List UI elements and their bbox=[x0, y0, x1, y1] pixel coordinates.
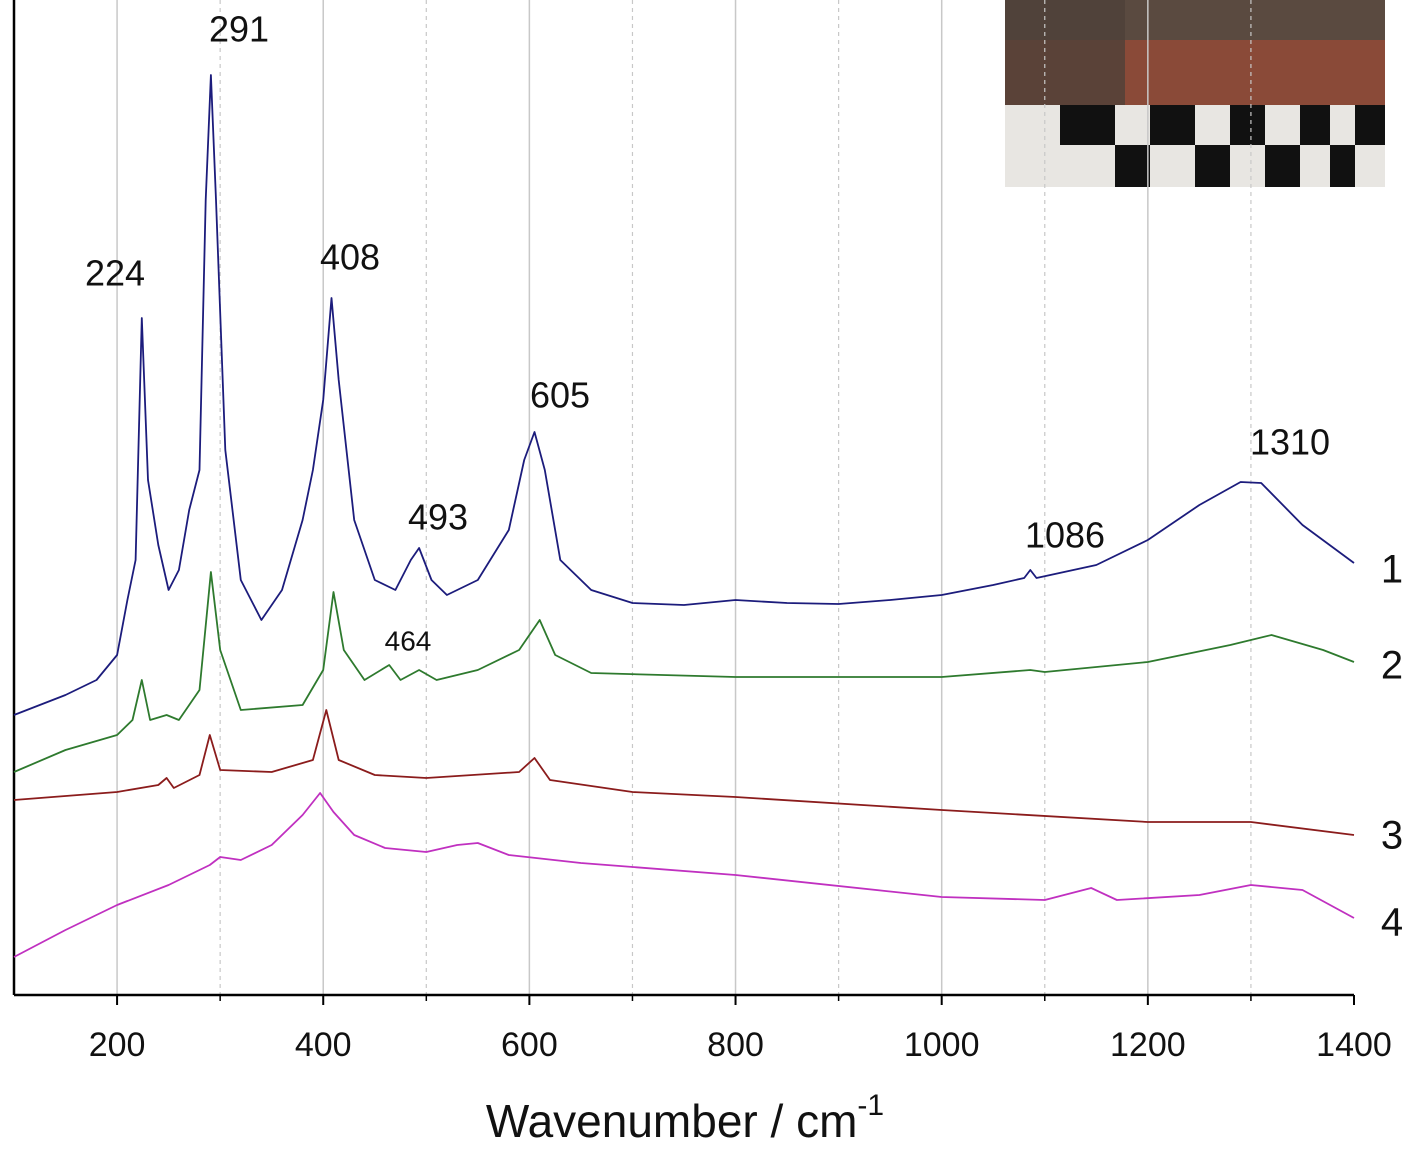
series-label: 2 bbox=[1381, 644, 1403, 688]
spectrum-line bbox=[13, 709, 1355, 836]
inset-photo bbox=[1005, 0, 1385, 187]
x-axis-title: Wavenumber / cm-1 bbox=[486, 1089, 884, 1147]
series-label: 4 bbox=[1381, 901, 1403, 945]
x-tick-label: 400 bbox=[295, 1026, 352, 1064]
peak-annotation: 605 bbox=[530, 375, 590, 416]
peak-annotation: 1086 bbox=[1025, 515, 1105, 556]
spectrum-line bbox=[13, 792, 1355, 958]
peak-annotation: 493 bbox=[408, 497, 468, 538]
x-label: Wavenumber / cm bbox=[486, 1095, 858, 1147]
x-tick-label: 1400 bbox=[1316, 1026, 1392, 1064]
spectrum-line bbox=[13, 571, 1355, 773]
peak-annotation: 224 bbox=[85, 253, 145, 294]
series-label: 1 bbox=[1381, 548, 1403, 592]
x-tick-label: 1200 bbox=[1110, 1026, 1186, 1064]
x-tick-label: 800 bbox=[707, 1026, 764, 1064]
peak-annotation: 408 bbox=[320, 237, 380, 278]
peak-annotation: 464 bbox=[385, 625, 432, 656]
peak-annotation: 291 bbox=[209, 9, 269, 50]
x-label-sup: -1 bbox=[857, 1089, 884, 1122]
spectrum-line bbox=[13, 74, 1355, 716]
peak-annotation: 1310 bbox=[1250, 422, 1330, 463]
x-tick-label: 1000 bbox=[904, 1026, 980, 1064]
x-tick-label: 200 bbox=[89, 1026, 146, 1064]
series-label: 3 bbox=[1381, 814, 1403, 858]
x-tick-label: 600 bbox=[501, 1026, 558, 1064]
